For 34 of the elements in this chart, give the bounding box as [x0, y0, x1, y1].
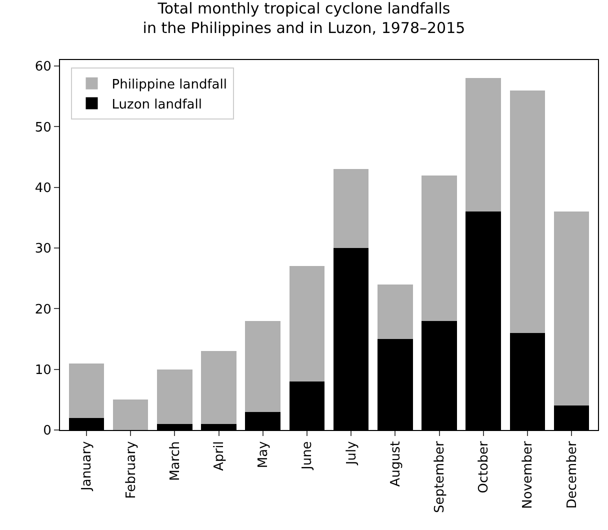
x-tick-label: December: [564, 440, 580, 509]
bar: [201, 351, 236, 424]
x-tick-label: June: [300, 441, 316, 471]
x-tick-label: November: [520, 440, 536, 509]
x-tick-label: January: [80, 440, 95, 492]
y-tick-label: 40: [34, 180, 52, 196]
y-tick-label: 50: [34, 120, 52, 136]
bar: [422, 175, 457, 321]
x-tick-label: March: [168, 441, 183, 481]
bar: [112, 400, 148, 430]
y-tick-label: 10: [34, 362, 52, 378]
legend-label: Philippine landfall: [112, 77, 228, 92]
bar: [157, 369, 192, 424]
legend-label: Luzon landfall: [112, 97, 202, 112]
bar: [554, 212, 590, 406]
bar: [289, 266, 325, 382]
bar: [245, 320, 280, 412]
x-tick-label: August: [388, 441, 404, 487]
bar: [466, 78, 501, 212]
x-tick-label: September: [432, 440, 448, 514]
x-tick-label: October: [476, 440, 492, 494]
bar: [68, 363, 104, 418]
x-tick-label: May: [256, 440, 272, 468]
x-tick-label: April: [212, 441, 227, 471]
x-tick-label: July: [344, 440, 360, 466]
y-tick-label: 0: [43, 424, 52, 439]
y-tick-label: 30: [34, 242, 52, 257]
bar: [510, 90, 546, 333]
x-tick-label: February: [124, 440, 139, 499]
y-tick-label: 20: [34, 302, 52, 318]
chart-title: Total monthly tropical cyclone landfalls in the Philippines and in Luzon, 1978–2015: [142, 0, 466, 37]
y-tick-label: 60: [34, 60, 52, 75]
bar: [333, 169, 369, 248]
bar: [378, 284, 413, 340]
